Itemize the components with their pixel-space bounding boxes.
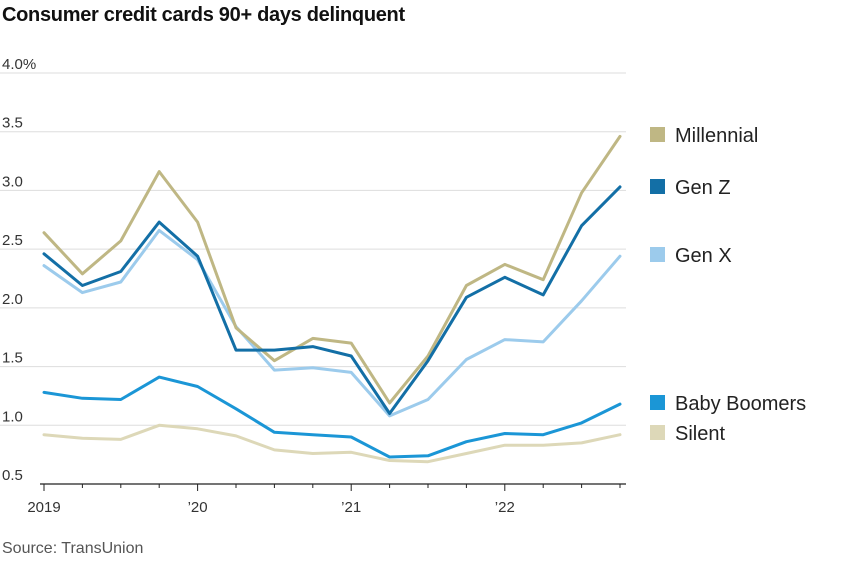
y-tick-label: 1.0 — [2, 408, 23, 425]
series-line-millennial — [42, 134, 622, 405]
source-note: Source: TransUnion — [2, 540, 144, 557]
legend-swatch-gen-z — [650, 179, 665, 194]
gridlines — [0, 72, 626, 426]
legend: Millennial Gen Z Gen X Baby Boomers Silent — [650, 125, 806, 445]
legend-swatch-baby-boomers — [650, 395, 665, 410]
y-tick-label: 4.0% — [2, 56, 36, 73]
y-tick-label: 3.0 — [2, 173, 23, 190]
series-line-silent — [42, 423, 622, 464]
series-line-gen-x — [42, 228, 622, 418]
series-line-baby-boomers — [42, 375, 622, 459]
x-tick-label: 2019 — [27, 499, 60, 516]
legend-label-millennial: Millennial — [675, 125, 758, 147]
x-tick-label: ’21 — [341, 499, 361, 516]
legend-label-baby-boomers: Baby Boomers — [675, 393, 806, 415]
y-axis-tick-labels: 4.0% 3.5 3.0 2.5 2.0 1.5 1.0 0.5 — [2, 56, 36, 484]
series-lines — [42, 134, 622, 464]
y-tick-label: 3.5 — [2, 115, 23, 132]
x-axis: 2019 ’20 ’21 ’22 — [27, 483, 626, 516]
y-tick-label: 2.5 — [2, 232, 23, 249]
x-tick-label: ’20 — [188, 499, 208, 516]
legend-swatch-millennial — [650, 127, 665, 142]
y-tick-label: 0.5 — [2, 467, 23, 484]
series-line-gen-z — [42, 185, 622, 415]
legend-label-gen-z: Gen Z — [675, 177, 731, 199]
x-tick-label: ’22 — [495, 499, 515, 516]
legend-label-gen-x: Gen X — [675, 245, 732, 267]
legend-swatch-silent — [650, 425, 665, 440]
legend-swatch-gen-x — [650, 247, 665, 262]
legend-label-silent: Silent — [675, 423, 725, 445]
chart-title: Consumer credit cards 90+ days delinquen… — [2, 4, 405, 26]
y-tick-label: 1.5 — [2, 350, 23, 367]
y-tick-label: 2.0 — [2, 291, 23, 308]
